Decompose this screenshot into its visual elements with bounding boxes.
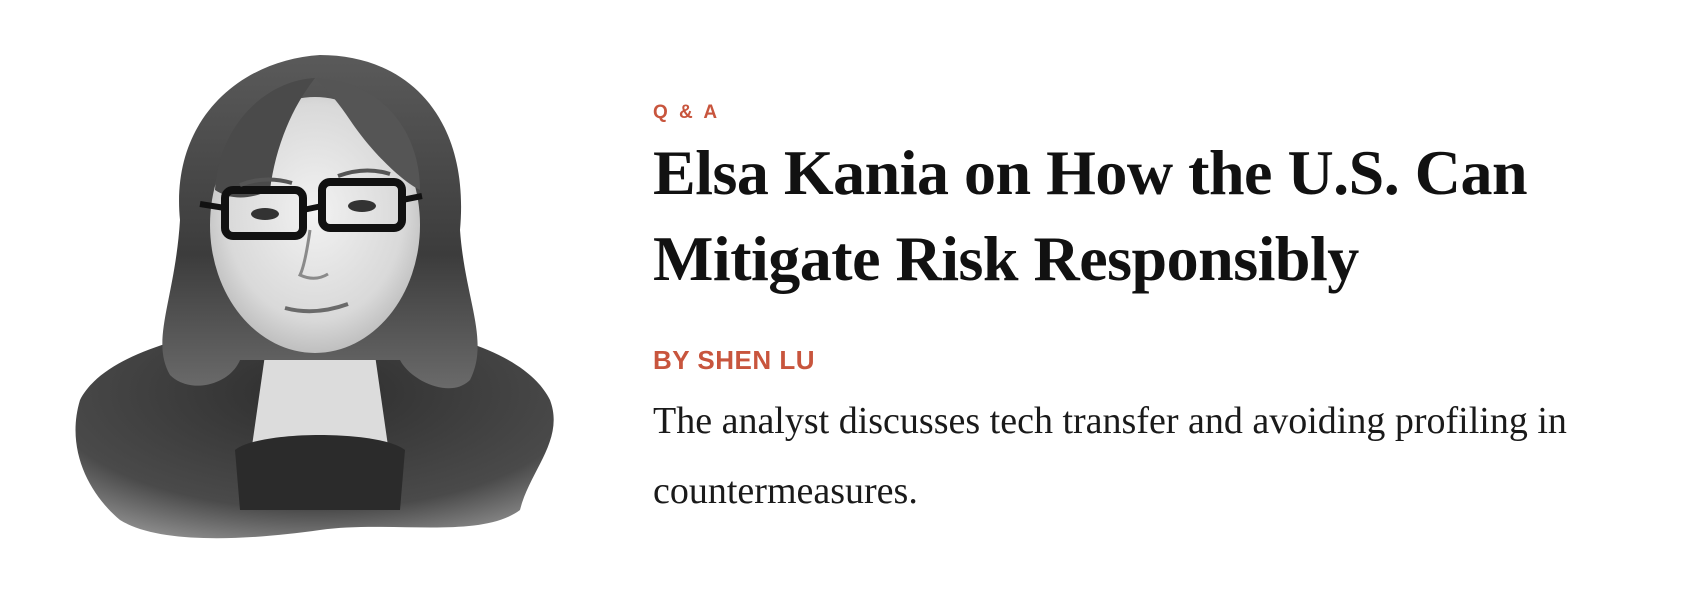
article-dek: The analyst discusses tech transfer and …: [653, 400, 1567, 512]
article-headline[interactable]: Elsa Kania on How the U.S. Can Mitigate …: [653, 137, 1528, 294]
article-text: Q & A Elsa Kania on How the U.S. Can Mit…: [653, 100, 1663, 526]
author-byline[interactable]: BY SHEN LU: [653, 345, 815, 375]
section-kicker[interactable]: Q & A: [653, 102, 721, 123]
portrait-illustration: [60, 40, 580, 560]
